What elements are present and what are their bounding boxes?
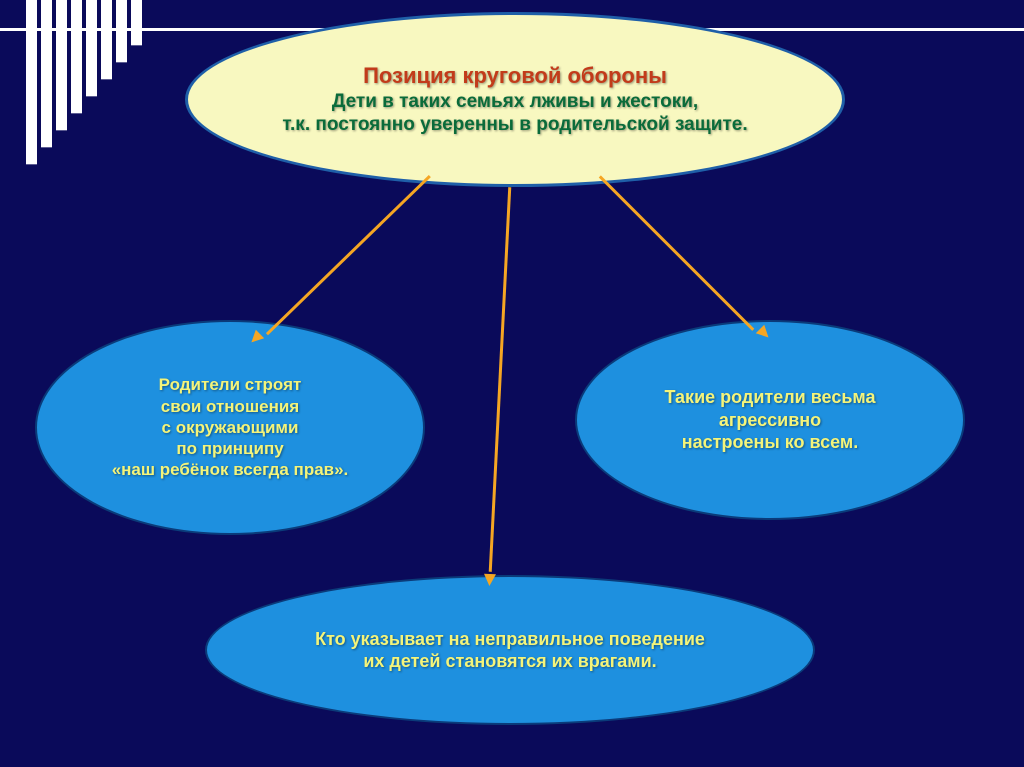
diagram-slide: Позиция круговой обороныДети в таких сем… <box>0 0 1024 767</box>
ellipse-left-line: «наш ребёнок всегда прав». <box>112 459 349 480</box>
arrow-line <box>489 187 511 572</box>
ellipse-bottom-line: их детей становятся их врагами. <box>363 650 656 673</box>
left-ellipse: Родители строятсвои отношенияс окружающи… <box>35 320 425 535</box>
arrow-head-icon <box>483 574 496 587</box>
bottom-ellipse: Кто указывает на неправильное поведениеи… <box>205 575 815 725</box>
top-ellipse: Позиция круговой обороныДети в таких сем… <box>185 12 845 187</box>
ellipse-left-line: свои отношения <box>161 396 299 417</box>
ellipse-right-line: агрессивно <box>719 409 821 432</box>
ellipse-top-line: Дети в таких семьях лживы и жестоки, <box>332 90 698 114</box>
ellipse-bottom-line: Кто указывает на неправильное поведение <box>315 628 705 651</box>
ellipse-right-line: настроены ко всем. <box>682 431 858 454</box>
ellipse-left-line: с окружающими <box>162 417 299 438</box>
ellipse-left-line: Родители строят <box>159 374 302 395</box>
ellipse-left-line: по принципу <box>176 438 283 459</box>
arrow-line <box>266 175 431 335</box>
right-ellipse: Такие родители весьмаагрессивнонастроены… <box>575 320 965 520</box>
ellipse-top-line: Позиция круговой обороны <box>363 62 667 90</box>
ellipse-top-line: т.к. постоянно уверенны в родительской з… <box>282 113 747 137</box>
corner-stripes-decoration <box>26 0 146 170</box>
ellipse-right-line: Такие родители весьма <box>665 386 876 409</box>
arrow-line <box>599 175 754 330</box>
